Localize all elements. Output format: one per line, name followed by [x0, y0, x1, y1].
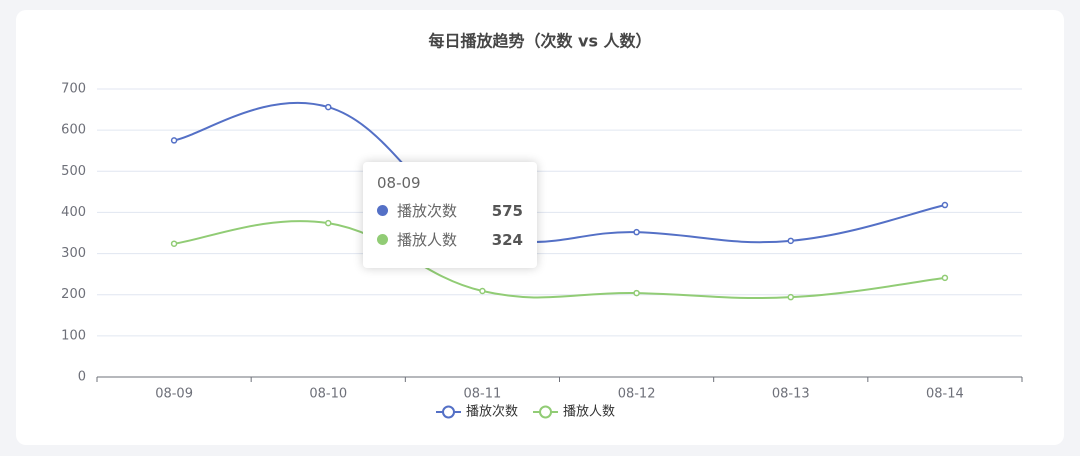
y-tick-label: 600	[61, 123, 86, 138]
data-point	[325, 219, 332, 227]
data-point	[633, 228, 640, 236]
tooltip-name: 播放次数	[397, 202, 458, 220]
x-tick-label: 08-12	[618, 387, 656, 402]
series-line	[173, 101, 946, 244]
data-point	[787, 293, 794, 301]
x-tick-label: 08-11	[464, 387, 502, 402]
data-point	[633, 289, 640, 297]
series-line	[173, 220, 946, 300]
y-tick-label: 300	[61, 246, 86, 261]
y-tick-label: 400	[61, 205, 86, 220]
tooltip-row: 播放次数 575	[377, 200, 523, 221]
y-tick-label: 0	[78, 370, 86, 385]
data-point	[170, 137, 178, 144]
tooltip-title: 08-09	[377, 174, 421, 192]
x-tick-label: 08-09	[155, 387, 193, 402]
x-tick-label: 08-14	[926, 387, 964, 402]
tooltip: 08-09 播放次数 575 播放人数 324	[363, 162, 537, 268]
tooltip-value: 575	[491, 201, 523, 220]
x-tick-label: 08-13	[772, 387, 810, 402]
data-point	[941, 274, 949, 282]
chart-title: 每日播放趋势（次数 vs 人数）	[428, 32, 651, 51]
legend-icon	[442, 405, 455, 419]
tooltip-value: 324	[491, 230, 523, 249]
card	[16, 10, 1064, 445]
data-point	[479, 287, 486, 295]
y-tick-label: 500	[61, 164, 86, 179]
legend-label: 播放人数	[563, 405, 615, 420]
y-tick-label: 700	[61, 82, 86, 97]
legend-label: 播放次数	[466, 404, 518, 420]
data-point	[325, 103, 332, 111]
data-point	[170, 240, 178, 247]
tooltip-row: 播放人数 324	[377, 229, 523, 250]
tooltip-dot	[377, 234, 388, 245]
data-point	[787, 237, 794, 245]
tooltip-dot	[377, 205, 388, 216]
y-tick-label: 100	[61, 328, 86, 343]
legend-icon	[539, 405, 553, 419]
data-point	[941, 201, 949, 209]
x-tick-label: 08-10	[309, 387, 347, 402]
tooltip-name: 播放人数	[397, 231, 458, 249]
y-tick-label: 200	[61, 287, 86, 302]
